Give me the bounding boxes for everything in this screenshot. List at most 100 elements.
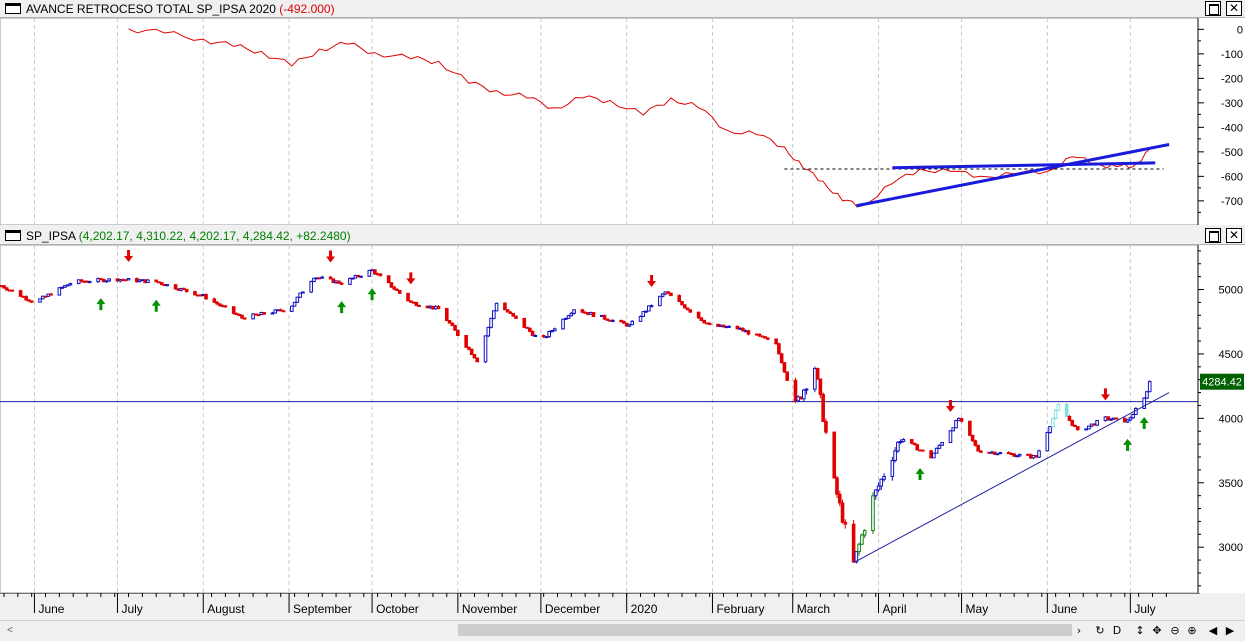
y-tick-label: 4000	[1219, 413, 1243, 425]
y-tick-label: -500	[1221, 147, 1243, 159]
step-back-icon[interactable]: ◀	[1208, 624, 1218, 637]
candle	[893, 450, 897, 461]
month-label: December	[544, 602, 601, 616]
candle	[157, 281, 161, 284]
candle	[1128, 417, 1133, 421]
candle	[1056, 403, 1061, 411]
candle	[96, 278, 100, 283]
candle	[467, 346, 471, 350]
candle	[162, 283, 167, 287]
candle	[824, 421, 828, 433]
candle	[107, 278, 111, 282]
candle	[782, 362, 787, 373]
advance-decline-title-bar: AVANCE RETROCESO TOTAL SP_IPSA 2020 (-49…	[0, 0, 1245, 18]
candle	[215, 301, 219, 305]
candle	[898, 440, 903, 443]
candle	[375, 273, 380, 276]
candle	[456, 329, 460, 337]
candle	[522, 317, 527, 328]
step-forward-icon[interactable]: ▶	[1225, 624, 1235, 637]
last-price-label-box	[1200, 373, 1244, 390]
month-label: June	[1051, 602, 1078, 616]
candle	[409, 300, 413, 303]
vertical-scale-icon[interactable]: ↕	[1135, 624, 1145, 637]
candle	[624, 322, 629, 327]
candle	[602, 314, 607, 320]
candle	[561, 318, 565, 330]
candle	[0, 285, 4, 288]
price-title: SP_IPSA (4,202.17, 4,310.22, 4,202.17, 4…	[26, 229, 351, 243]
candle	[514, 315, 518, 319]
candle	[1075, 426, 1080, 431]
candle	[702, 319, 706, 324]
candle	[663, 291, 668, 295]
daily-period-button[interactable]: D	[1112, 624, 1122, 637]
maximize-button[interactable]	[1205, 228, 1221, 243]
candle	[392, 286, 397, 290]
candle	[1142, 397, 1146, 409]
candle	[359, 275, 363, 278]
candle	[179, 287, 183, 291]
scroll-thumb[interactable]	[458, 624, 1072, 636]
candle	[1145, 391, 1149, 399]
zoom-in-icon[interactable]: ⊕	[1187, 624, 1197, 637]
pan-icon[interactable]: ✥	[1152, 624, 1162, 637]
candle	[397, 289, 402, 294]
price-candlestick-chart[interactable]: 3000 3500 4000 4500 5000 4284.42	[0, 245, 1245, 593]
candle	[1053, 409, 1058, 419]
zoom-out-icon[interactable]: ⊖	[1170, 624, 1180, 637]
candle	[356, 275, 361, 278]
candle	[38, 298, 42, 303]
candle	[18, 290, 23, 297]
candle	[82, 280, 87, 283]
candle	[414, 301, 419, 306]
y-tick-label: -200	[1221, 73, 1243, 85]
candle	[76, 279, 81, 285]
candle	[85, 280, 89, 283]
candle	[21, 295, 26, 298]
y-tick-label: -700	[1221, 196, 1243, 208]
candle	[173, 284, 178, 290]
candle	[154, 279, 159, 283]
month-label: September	[293, 602, 352, 616]
price-title-values: (4,202.17, 4,310.22, 4,202.17, 4,284.42,…	[78, 229, 351, 243]
candle	[1017, 453, 1022, 457]
candle	[801, 389, 806, 400]
advance-decline-chart[interactable]: 0 -100 -200 -300 -400 -500 -600 -700	[0, 18, 1245, 225]
candle	[854, 551, 859, 563]
advance-decline-pane: AVANCE RETROCESO TOTAL SP_IPSA 2020 (-49…	[0, 0, 1245, 225]
candle	[608, 319, 612, 322]
candle	[511, 312, 516, 317]
refresh-icon[interactable]: ↻	[1095, 624, 1105, 637]
candle	[503, 302, 507, 311]
candle	[677, 295, 682, 303]
maximize-button[interactable]	[1205, 1, 1221, 16]
candle	[937, 444, 942, 449]
candle	[1095, 419, 1099, 426]
candle	[184, 288, 189, 292]
candle	[860, 534, 864, 545]
lower-trendline	[892, 161, 1156, 170]
candle	[580, 309, 585, 313]
candle	[389, 282, 394, 288]
buy-arrow-icon	[367, 288, 377, 301]
candle	[530, 330, 535, 337]
candle	[918, 449, 922, 452]
scroll-right-icon[interactable]: ›	[1076, 624, 1082, 637]
candle	[135, 278, 139, 283]
candle	[218, 303, 222, 307]
close-button[interactable]: ✕	[1226, 228, 1242, 243]
candle	[879, 478, 884, 487]
candle	[735, 325, 740, 330]
close-button[interactable]: ✕	[1226, 1, 1242, 16]
candle	[699, 317, 704, 321]
candle	[256, 314, 261, 317]
candle	[763, 336, 767, 339]
candle	[143, 279, 147, 284]
scroll-left-icon[interactable]: <	[7, 625, 13, 636]
chart-scrollbar[interactable]: < › ↻ D ↕ ✥ ⊖ ⊕ ◀ ▶	[0, 620, 1245, 641]
candle	[738, 327, 742, 330]
advance-decline-title-name: AVANCE RETROCESO TOTAL SP_IPSA 2020	[26, 2, 280, 16]
candle	[1125, 419, 1130, 423]
candle	[2, 285, 6, 289]
